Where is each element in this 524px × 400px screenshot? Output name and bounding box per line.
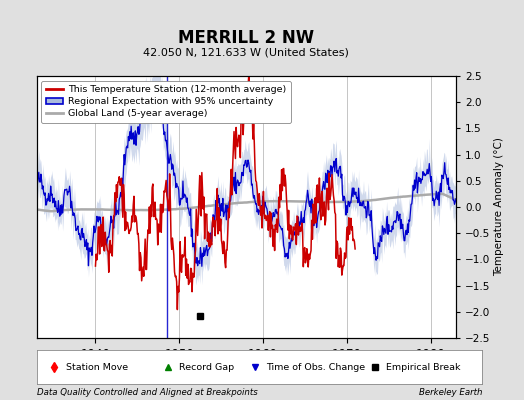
Text: Time of Obs. Change: Time of Obs. Change xyxy=(266,362,365,372)
Y-axis label: Temperature Anomaly (°C): Temperature Anomaly (°C) xyxy=(495,138,505,276)
Text: 42.050 N, 121.633 W (United States): 42.050 N, 121.633 W (United States) xyxy=(144,47,349,57)
Text: MERRILL 2 NW: MERRILL 2 NW xyxy=(178,29,314,47)
Text: Station Move: Station Move xyxy=(66,362,128,372)
Text: Data Quality Controlled and Aligned at Breakpoints: Data Quality Controlled and Aligned at B… xyxy=(37,388,257,397)
Text: Empirical Break: Empirical Break xyxy=(386,362,461,372)
Text: Berkeley Earth: Berkeley Earth xyxy=(419,388,482,397)
Legend: This Temperature Station (12-month average), Regional Expectation with 95% uncer: This Temperature Station (12-month avera… xyxy=(41,81,291,123)
Text: Record Gap: Record Gap xyxy=(179,362,234,372)
